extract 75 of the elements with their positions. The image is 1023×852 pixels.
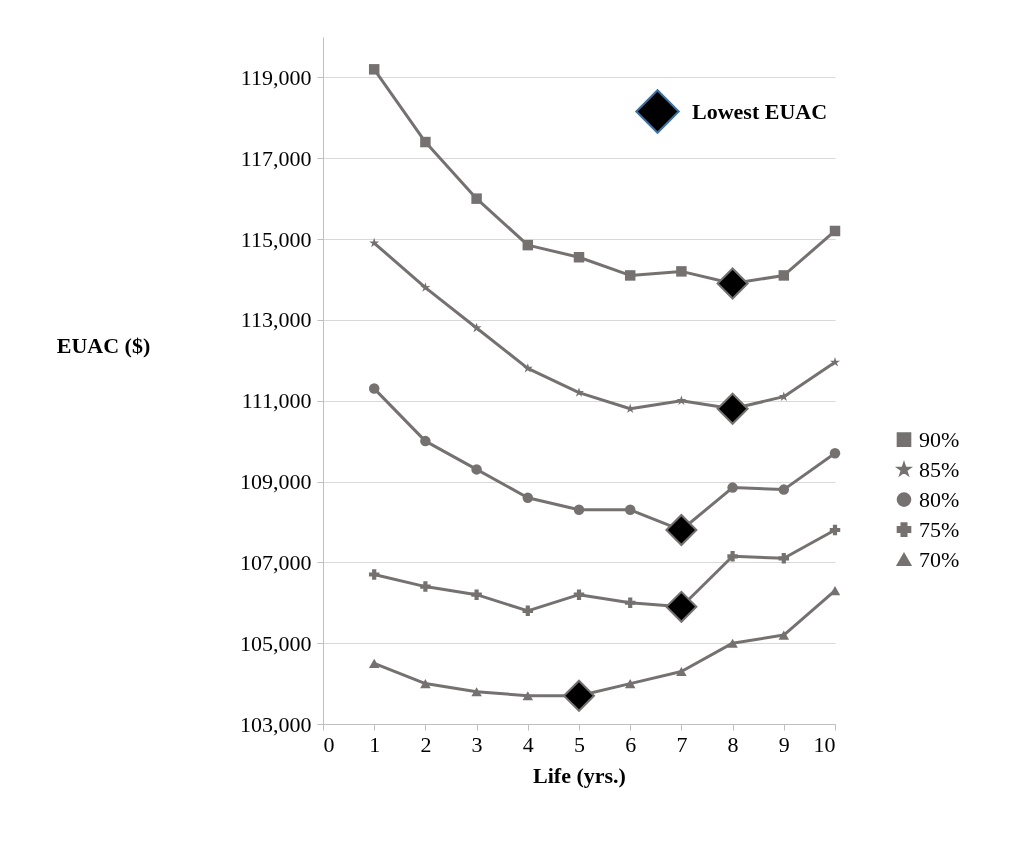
point xyxy=(573,504,585,516)
point xyxy=(778,553,790,564)
point xyxy=(665,590,698,623)
x-tick-label: 3 xyxy=(471,731,483,757)
point xyxy=(829,524,841,536)
point xyxy=(665,514,698,547)
point xyxy=(676,266,687,277)
y-tick-label: 105,000 xyxy=(240,630,312,656)
point xyxy=(522,691,534,701)
point xyxy=(471,589,482,600)
point xyxy=(624,504,636,516)
point xyxy=(471,687,482,697)
point xyxy=(778,630,790,640)
point xyxy=(778,270,790,281)
legend-label: Lowest EUAC xyxy=(692,98,828,124)
point xyxy=(676,666,687,677)
point xyxy=(829,448,841,459)
x-tick-label: 9 xyxy=(778,731,790,757)
point xyxy=(522,492,534,503)
point xyxy=(471,322,482,333)
legend-label: 80% xyxy=(919,486,960,512)
point xyxy=(778,391,789,401)
x-axis-title: Life (yrs.) xyxy=(533,762,626,788)
x-tick-label: 0 xyxy=(323,731,335,757)
x-tick-label: 4 xyxy=(522,731,534,757)
point xyxy=(368,383,380,394)
point xyxy=(471,464,482,475)
point xyxy=(727,482,738,493)
x-tick-label: 5 xyxy=(574,731,585,757)
point xyxy=(420,282,431,292)
x-tick-label: 7 xyxy=(676,731,688,757)
x-tick-label: 1 xyxy=(369,731,381,757)
legend-label: 90% xyxy=(919,426,960,452)
point xyxy=(368,64,380,75)
point xyxy=(574,387,584,397)
y-tick-label: 115,000 xyxy=(240,226,312,252)
point xyxy=(563,679,595,712)
point xyxy=(420,679,431,689)
point xyxy=(727,551,738,562)
point xyxy=(420,136,431,148)
point xyxy=(573,252,585,263)
point xyxy=(420,435,431,447)
point xyxy=(369,237,380,248)
x-tick-label: 10 xyxy=(813,731,836,757)
point xyxy=(624,270,636,281)
point xyxy=(420,581,431,592)
y-tick-label: 111,000 xyxy=(241,388,312,414)
x-tick-label: 2 xyxy=(420,731,432,757)
y-tick-label: 107,000 xyxy=(240,549,312,575)
y-axis-title: EUAC ($) xyxy=(56,332,151,358)
y-tick-label: 103,000 xyxy=(240,711,312,737)
point xyxy=(522,239,534,251)
y-tick-label: 109,000 xyxy=(240,469,312,495)
point xyxy=(573,589,585,600)
point xyxy=(778,484,790,495)
x-tick-label: 6 xyxy=(625,731,637,757)
point xyxy=(368,658,380,668)
point xyxy=(716,392,749,425)
legend-label: 85% xyxy=(919,456,960,482)
point xyxy=(522,605,534,617)
point xyxy=(624,679,636,689)
point xyxy=(829,225,841,237)
y-tick-label: 113,000 xyxy=(240,307,312,333)
point xyxy=(727,638,738,648)
point xyxy=(368,569,380,580)
legend-label: 75% xyxy=(919,516,960,542)
point xyxy=(522,363,533,373)
legend-label: 70% xyxy=(919,546,960,572)
point xyxy=(716,267,749,300)
point xyxy=(676,395,687,405)
y-tick-label: 117,000 xyxy=(240,145,312,171)
point xyxy=(471,193,482,204)
x-tick-label: 8 xyxy=(727,731,739,757)
y-tick-label: 119,000 xyxy=(240,64,312,90)
point xyxy=(624,597,636,609)
